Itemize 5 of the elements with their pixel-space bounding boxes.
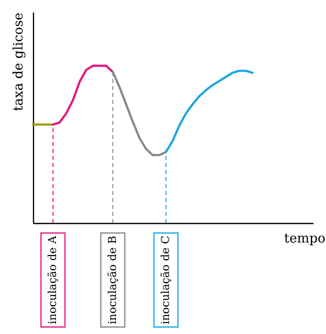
x-axis-title: tempo <box>284 232 326 246</box>
y-axis-title: taxa de glicose <box>12 12 26 111</box>
text: inoculação de A <box>46 234 59 324</box>
text: inoculação de C <box>159 236 172 324</box>
text: inoculação de B <box>106 236 119 324</box>
